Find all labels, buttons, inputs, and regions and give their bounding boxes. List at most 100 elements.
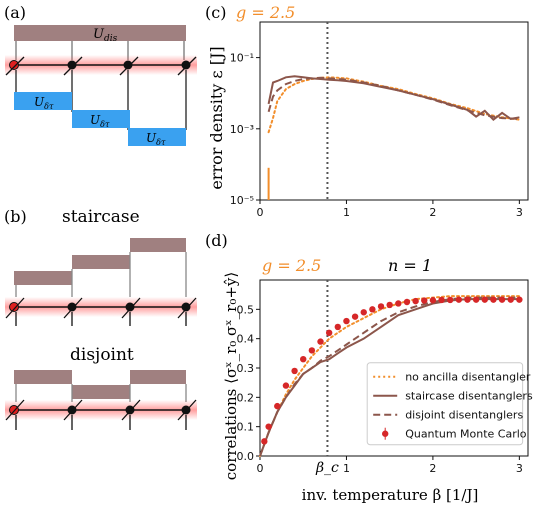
u-dtau-label-2: Uδτ (90, 113, 110, 129)
disjoint-spin-arrows (5, 399, 197, 430)
panel-a-label: (a) (4, 3, 26, 22)
disjoint-label: disjoint (70, 345, 134, 365)
qmc-point (455, 296, 463, 303)
qmc-point (369, 306, 376, 313)
panel-d: (d) g = 2.5 n = 1 correlations ⟨σˣ_r₀ σˣ… (205, 231, 533, 504)
u-dtau-label-1: Uδτ (34, 95, 54, 111)
y-tick-label: 0.2 (237, 391, 255, 404)
qmc-point (343, 317, 350, 325)
y-tick-label: 0.3 (237, 362, 255, 375)
x-tick-label: 3 (516, 206, 523, 219)
legend-entry: staircase disentanglers (405, 390, 533, 403)
panel-d-label: (d) (205, 231, 228, 250)
qmc-point (412, 297, 419, 305)
qmc-point (334, 323, 342, 331)
qmc-point (308, 347, 316, 354)
chart-d-plot: 0 1 2 3 0.0 0.1 0.2 0.3 0.4 0.5 β_c no ancilla dise… (237, 279, 533, 476)
legend-entry: no ancilla disentangler (405, 371, 531, 384)
disjoint-legs (15, 384, 187, 402)
qmc-point (421, 297, 428, 304)
panel-d-xlabel: inv. temperature β [1/J] (302, 486, 479, 504)
panel-c-label: (c) (205, 3, 226, 22)
qmc-point (325, 329, 333, 336)
u-dtau-block-1 (14, 92, 72, 110)
qmc-point (300, 356, 307, 363)
x-tick-label: 1 (343, 462, 350, 475)
y-tick-label: 0.0 (237, 450, 255, 463)
qmc-point (498, 296, 506, 303)
staircase-label: staircase (62, 207, 140, 227)
y-tick-label: 10⁻⁵ (230, 194, 254, 207)
qmc-point (261, 438, 268, 445)
u-dtau-label-3: Uδτ (146, 131, 166, 147)
panel-d-ylabel: correlations ⟨σˣ_r₀ σˣ_r₀+ŷ⟩ (222, 272, 240, 480)
panel-d-title: n = 1 (388, 256, 432, 275)
u-dtau-block-2 (72, 110, 130, 128)
y-tick-label: 0.5 (237, 303, 255, 316)
x-tick-label: 0 (257, 206, 264, 219)
qmc-point (403, 298, 411, 306)
qmc-point (472, 296, 480, 303)
stair-legs (15, 252, 187, 297)
qmc-point (481, 296, 488, 303)
u-dis-block (14, 25, 186, 41)
panel-c-annotation: g = 2.5 (236, 3, 295, 22)
qmc-point (438, 296, 445, 304)
panel-b: (b) staircase disjoint (4, 207, 197, 430)
qmc-point (464, 296, 471, 303)
chart-c-plot: 0 1 2 3 10⁻⁵ 10⁻³ 10⁻¹ (230, 21, 529, 219)
stair-spin-arrows (5, 297, 197, 326)
legend-entry: disjoint disentanglers (405, 409, 523, 422)
stair-block-2 (72, 255, 130, 269)
y-tick-label: 10⁻¹ (230, 52, 254, 65)
y-tick-label: 10⁻³ (230, 123, 254, 136)
qmc-point (282, 382, 290, 389)
series-line-2 (259, 296, 520, 457)
series-line-2 (267, 76, 520, 120)
stair-block-3 (14, 271, 72, 285)
critical-beta-label: β_c (315, 460, 339, 476)
panel-c-ylabel: error density ε [J] (207, 46, 226, 189)
plot-frame (259, 21, 529, 201)
qmc-point (351, 313, 359, 320)
legend-box (366, 362, 524, 446)
u-dis-label: Udis (93, 27, 118, 44)
y-tick-label: 0.1 (237, 421, 255, 434)
qmc-point (291, 367, 298, 375)
spin-arrows (5, 56, 197, 76)
qmc-point (516, 296, 523, 303)
panel-d-annotation: g = 2.5 (262, 256, 321, 275)
disjoint-block-2 (130, 370, 186, 384)
qmc-point (360, 309, 367, 316)
disjoint-block-3 (72, 385, 130, 399)
qmc-point (395, 300, 402, 307)
series-line-0 (259, 295, 521, 457)
qmc-point (446, 296, 454, 304)
qmc-point (490, 296, 497, 303)
x-tick-label: 1 (343, 206, 350, 219)
qmc-point (274, 402, 281, 410)
qmc-point (507, 296, 514, 303)
panel-b-label: (b) (4, 207, 27, 226)
qmc-point (429, 297, 437, 304)
panel-c: (c) g = 2.5 error density ε [J] 0 1 2 3 10⁻⁵… (205, 3, 529, 219)
disjoint-block-1 (14, 370, 72, 384)
qmc-point (317, 338, 324, 345)
qmc-point (386, 301, 393, 309)
x-tick-label: 2 (429, 462, 436, 475)
stair-sites (9, 302, 191, 312)
qmc-point (377, 303, 385, 310)
chain-sites (9, 60, 191, 70)
x-tick-label: 2 (429, 206, 436, 219)
legend-entry: Quantum Monte Carlo (405, 428, 527, 441)
qmc-point (265, 423, 272, 430)
x-tick-label: 0 (257, 462, 264, 475)
x-tick-label: 3 (516, 462, 523, 475)
y-tick-label: 0.4 (237, 333, 255, 346)
series-line-1 (267, 75, 520, 122)
panel-a: (a) Udis Uδτ Uδτ Uδτ (4, 3, 197, 147)
stair-block-1 (130, 238, 186, 252)
series-line-0 (267, 76, 521, 134)
u-dtau-block-3 (128, 128, 186, 146)
